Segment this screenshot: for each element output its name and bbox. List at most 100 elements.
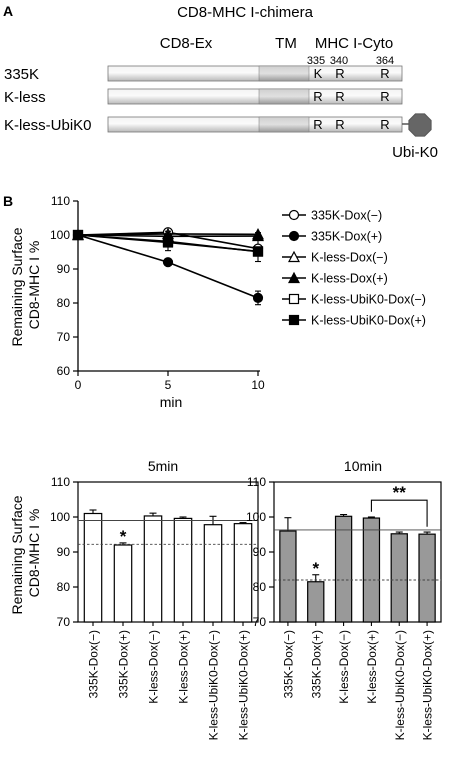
significance-marker: *: [312, 559, 319, 578]
residue-label: R: [380, 89, 389, 104]
residue-label: R: [380, 117, 389, 132]
chart-title: 5min: [148, 458, 178, 474]
residue-label: R: [313, 117, 322, 132]
residue-label: R: [335, 66, 344, 81]
construct-name: K-less: [4, 89, 46, 106]
x-tick-label: 0: [75, 378, 82, 392]
data-point: [252, 229, 264, 242]
x-axis-label: min: [160, 394, 183, 410]
bar: [334, 515, 353, 623]
construct-name: 335K: [4, 66, 39, 83]
bar: [279, 530, 297, 623]
legend-label: 335K-Dox(+): [311, 230, 382, 244]
bar: [83, 512, 103, 623]
x-tick-label: 10: [251, 378, 265, 392]
bar: [362, 517, 381, 623]
y-axis-label: Remaining Surface CD8-MHC I %: [9, 224, 42, 347]
panel-label-a: A: [3, 3, 13, 19]
significance-marker: *: [120, 527, 127, 546]
category-label: K-less-UbiK0-Dox(+): [237, 630, 251, 740]
legend: 335K-Dox(−) 335K-Dox(+) K-less-Dox(−) K-les…: [282, 209, 426, 328]
bar: [143, 515, 163, 623]
category-label: K-less-UbiK0-Dox(−): [393, 630, 407, 740]
legend-label: K-less-UbiK0-Dox(−): [311, 293, 426, 307]
legend-marker: [288, 209, 300, 221]
category-label: 335K-Dox(−): [281, 630, 295, 698]
legend-marker: [288, 314, 300, 326]
significance-bracket: [370, 499, 428, 527]
position-label: 364: [376, 55, 394, 67]
y-tick-label: 70: [57, 330, 71, 344]
y-tick-label: 70: [57, 615, 71, 629]
y-tick-label: 90: [57, 545, 71, 559]
category-label: K-less-Dox(−): [337, 630, 351, 704]
panel-label-b: B: [3, 193, 13, 209]
data-point: [162, 257, 174, 268]
significance-marker: **: [393, 483, 407, 502]
tag-label: Ubi-K0: [392, 144, 438, 161]
tm-segment: [258, 65, 310, 82]
region-label-cyto: MHC I-Cyto: [315, 35, 393, 52]
y-tick-label: 110: [51, 194, 70, 208]
position-label: 340: [330, 55, 348, 67]
region-label-ex: CD8-Ex: [160, 35, 213, 52]
bar: [173, 517, 193, 623]
data-point: [252, 292, 264, 303]
y-tick-label: 60: [57, 364, 71, 378]
y-tick-label: 110: [247, 475, 266, 489]
construct-bar: [107, 116, 403, 133]
bar: [203, 524, 223, 623]
legend-marker: [288, 271, 300, 284]
plot-frame: [273, 481, 442, 623]
bar: [233, 523, 253, 623]
category-label: K-less-Dox(+): [365, 630, 379, 704]
bar: [113, 544, 133, 623]
category-label: 335K-Dox(+): [117, 630, 131, 698]
line-chart: Remaining Surface CD8-MHC I % min 60 70 80…: [9, 194, 426, 410]
data-point: [72, 229, 84, 241]
legend-label: 335K-Dox(−): [311, 209, 382, 223]
bar: [390, 533, 408, 623]
legend-label: K-less-UbiK0-Dox(+): [311, 314, 426, 328]
residue-label: K: [314, 66, 323, 81]
tm-segment: [258, 116, 310, 133]
bar-chart-5min: 5min Remaining Surface CD8-MHC I % 70 80 9…: [9, 458, 259, 740]
position-label: 335: [307, 55, 325, 67]
category-label: 335K-Dox(−): [87, 630, 101, 698]
schematic-title: CD8-MHC I-chimera: [177, 4, 314, 21]
category-label: K-less-UbiK0-Dox(+): [421, 630, 435, 740]
legend-marker: [288, 250, 300, 263]
category-label: 335K-Dox(+): [309, 630, 323, 698]
bar: [418, 533, 436, 623]
legend-marker: [288, 293, 300, 305]
legend-label: K-less-Dox(−): [311, 251, 388, 265]
tm-segment: [258, 88, 310, 105]
y-tick-label: 100: [50, 510, 70, 524]
residue-label: R: [335, 117, 344, 132]
legend-label: K-less-Dox(+): [311, 272, 388, 286]
data-point: [252, 246, 264, 257]
y-axis-label: Remaining Surface CD8-MHC I %: [9, 492, 42, 615]
legend-marker: [288, 230, 300, 242]
category-label: K-less-Dox(+): [177, 630, 191, 704]
y-tick-label: 90: [57, 262, 71, 276]
y-tick-label: 90: [253, 545, 267, 559]
data-point: [162, 236, 174, 247]
construct-bar: [107, 88, 403, 105]
plot-frame: [77, 481, 259, 623]
y-tick-label: 80: [253, 580, 267, 594]
construct-name: K-less-UbiK0: [4, 117, 92, 134]
bar: [307, 581, 325, 623]
residue-label: R: [335, 89, 344, 104]
series-5: [72, 229, 264, 257]
category-label: K-less-Dox(−): [147, 630, 161, 704]
y-tick-label: 70: [253, 615, 267, 629]
chart-title: 10min: [344, 458, 382, 474]
y-tick-label: 100: [50, 228, 70, 242]
residue-label: R: [380, 66, 389, 81]
region-label-tm: TM: [275, 35, 297, 52]
y-tick-label: 110: [51, 475, 70, 489]
